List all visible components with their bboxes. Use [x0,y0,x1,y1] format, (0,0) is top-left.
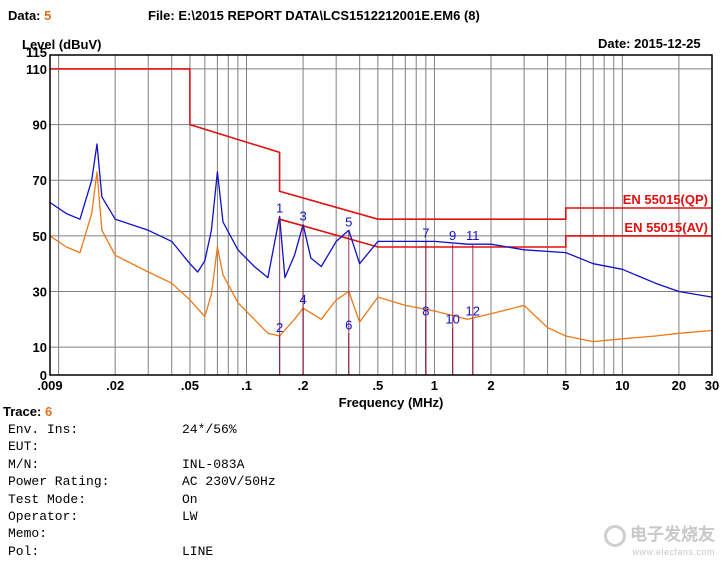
marker-label: 6 [345,317,352,332]
y-tick-label: 70 [33,173,47,188]
report-date: Date: 2015-12-25 [598,36,701,51]
x-axis-label: Frequency (MHz) [339,395,444,410]
info-key: Memo: [8,526,48,542]
y-axis-label: Level (dBuV) [22,37,101,52]
watermark-url: www.elecfans.com [632,547,715,557]
x-tick-label: .009 [37,378,62,393]
watermark: 电子发烧友 www.elecfans.com [604,520,715,557]
marker-label: 9 [449,228,456,243]
marker-label: 1 [276,200,283,215]
trace-label: Trace: [3,404,42,419]
data-value: 5 [44,8,52,23]
info-key: EUT: [8,439,40,455]
marker-label: 12 [466,303,480,318]
series-layer [49,143,713,343]
marker-label: 7 [422,225,429,240]
info-value: INL-083A [182,456,245,472]
x-tick-label: 10 [615,378,629,393]
data-label: Data: [8,8,41,23]
file-path: File: E:\2015 REPORT DATA\LCS1512212001E… [148,8,480,23]
info-key: Env. Ins: [8,422,79,437]
y-tick-label: 110 [26,62,47,77]
marker-label: 11 [466,228,480,243]
marker-label: 2 [276,320,283,335]
x-tick-label: 20 [672,378,686,393]
info-key: Test Mode: [8,491,87,507]
limit-line [279,218,712,248]
x-tick-label: .2 [298,378,309,393]
info-value: On [182,491,198,507]
y-tick-label: 50 [33,229,47,244]
plot-area [50,55,712,375]
info-key: Power Rating: [8,474,110,490]
x-tick-label: .02 [106,378,124,393]
y-tick-label: 30 [33,285,47,300]
x-tick-label: .1 [241,378,252,393]
x-tick-label: .5 [372,378,383,393]
info-key: M/N: [8,456,40,472]
marker-label: 10 [445,312,459,327]
watermark-text: 电子发烧友 [630,525,715,545]
info-value: AC 230V/50Hz [182,474,276,490]
data-indicator: Data: 5 [8,8,51,23]
x-tick-label: 1 [431,378,438,393]
info-value: LW [182,508,198,524]
trace-indicator: Trace: 6 [3,404,52,419]
y-tick-label: 115 [26,45,47,60]
emi-chart: EN 55015(QP)EN 55015(AV) 123456789101112… [22,37,719,410]
limit-line [50,68,712,220]
marker-label: 8 [422,303,429,318]
series-line [49,143,713,298]
info-value: 24*/56% [182,422,237,437]
y-tick-label: 10 [33,340,47,355]
info-value: LINE [182,543,214,559]
marker-label: 3 [299,209,306,224]
marker-label: 5 [345,214,352,229]
x-tick-label: .05 [181,378,199,393]
x-tick-label: 2 [487,378,494,393]
y-tick-label: 0 [40,368,47,383]
y-tick-label: 90 [33,118,47,133]
x-tick-label: 5 [562,378,569,393]
info-key: Operator: [8,508,79,524]
limit-label: EN 55015(QP) [623,192,708,207]
series-line [49,171,713,343]
x-tick-label: 30 [705,378,719,393]
grid-layer [49,54,713,376]
info-key: Pol: [8,543,40,559]
limit-layer: EN 55015(QP) EN 55015(AV) [50,68,712,248]
limit-label: EN 55015(AV) [624,220,708,235]
trace-value: 6 [44,404,53,419]
watermark-logo-icon [604,525,626,547]
marker-label: 4 [299,292,306,307]
plot-frame [49,54,713,376]
